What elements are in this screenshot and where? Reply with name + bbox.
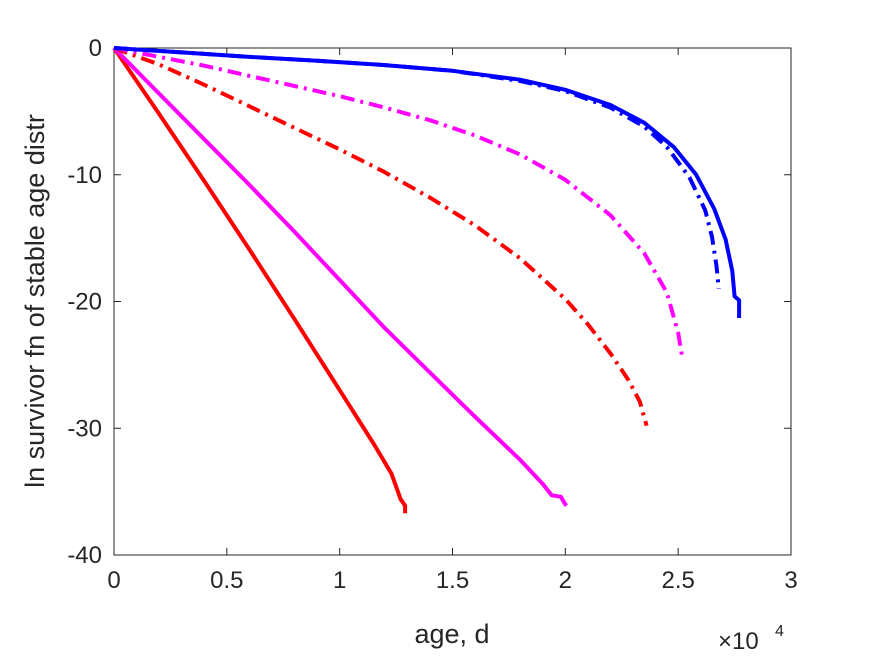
x-tick-label: 3: [784, 567, 797, 594]
y-tick-label: -20: [67, 289, 102, 316]
x-axis-ticks: 0 0.5 1 1.5 2 2.5 3: [107, 48, 798, 594]
plot-area: [113, 47, 792, 556]
x-tick-label: 0.5: [210, 567, 243, 594]
x-multiplier-exponent: 4: [775, 623, 784, 640]
series-line-4: [113, 46, 685, 361]
x-tick-label: 2.5: [661, 567, 694, 594]
x-tick-label: 0: [107, 567, 120, 594]
series-line-6: [113, 46, 742, 318]
x-tick-label: 2: [559, 567, 572, 594]
x-axis-multiplier: ×10 4: [718, 623, 784, 655]
series-line-2: [112, 46, 568, 507]
x-tick-label: 1.5: [436, 567, 469, 594]
series-line-5: [113, 46, 721, 290]
y-tick-label: 0: [89, 35, 102, 62]
y-axis-label: ln survivor fn of stable age distr: [20, 114, 50, 488]
x-axis-label: age, d: [414, 619, 489, 649]
y-tick-label: -40: [67, 542, 102, 569]
x-tick-label: 1: [333, 567, 346, 594]
series-line-1: [112, 46, 408, 514]
y-tick-label: -10: [67, 162, 102, 189]
y-tick-label: -30: [67, 415, 102, 442]
series-line-3: [113, 46, 649, 427]
x-multiplier-base: ×10: [718, 628, 759, 655]
y-axis-ticks: 0 -10 -20 -30 -40: [67, 35, 791, 569]
series-layer: [112, 46, 742, 514]
